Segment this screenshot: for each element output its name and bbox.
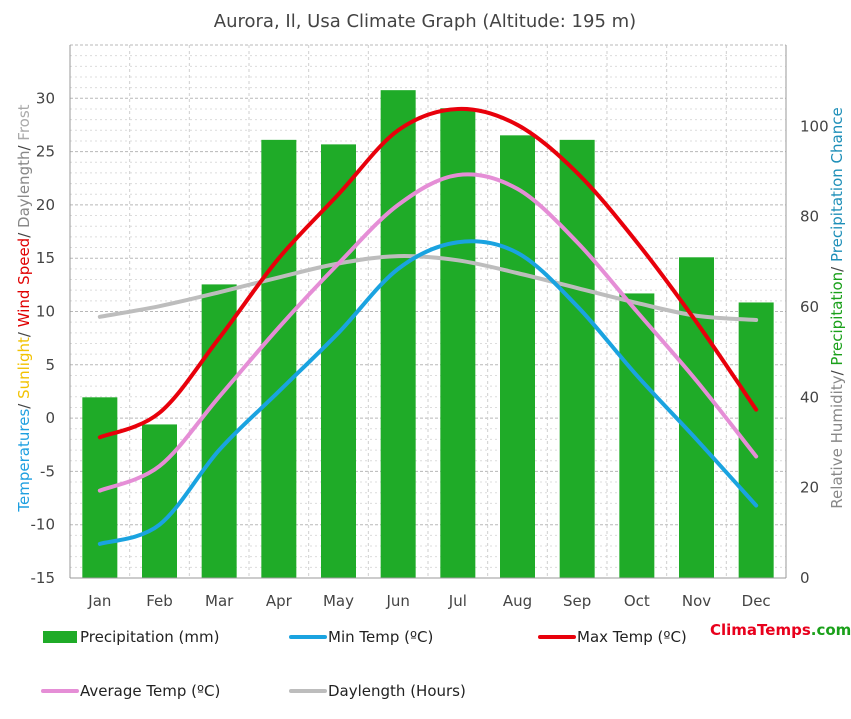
left-tick-label: 20 — [36, 196, 55, 214]
precipitation-bar-oct — [619, 293, 655, 578]
right-tick-label: 60 — [800, 298, 819, 316]
x-tick-label-nov: Nov — [682, 592, 711, 610]
right-tick-label: 0 — [800, 569, 810, 587]
axis-label-part: Temperatures — [15, 409, 33, 513]
legend-label-average: Average Temp (ºC) — [80, 682, 220, 700]
axis-label-part: Precipitation — [828, 272, 846, 366]
temperature-lines — [97, 106, 759, 546]
x-tick-label-aug: Aug — [503, 592, 532, 610]
precipitation-bar-jun — [380, 90, 416, 578]
legend-swatch-precipitation — [43, 631, 77, 643]
chart-title: Aurora, Il, Usa Climate Graph (Altitude:… — [214, 11, 636, 32]
precipitation-bar-feb — [142, 424, 177, 578]
precipitation-bar-sep — [559, 139, 595, 578]
axis-label-part: Frost — [15, 104, 33, 140]
daylength-line — [97, 253, 759, 323]
left-tick-label: -5 — [40, 462, 55, 480]
axis-label-part: / — [15, 228, 33, 238]
x-tick-label-mar: Mar — [205, 592, 234, 610]
left-axis-label: Temperatures/ Sunlight/ Wind Speed/ Dayl… — [15, 104, 33, 512]
x-tick-label-jun: Jun — [385, 592, 409, 610]
left-tick-label: 30 — [36, 89, 55, 107]
left-tick-label: 15 — [36, 249, 55, 267]
brand-logo[interactable]: ClimaTemps.com — [710, 621, 851, 639]
precipitation-bars — [82, 90, 774, 579]
x-tick-label-apr: Apr — [266, 592, 293, 610]
axis-label-part: Sunlight — [15, 337, 33, 399]
right-tick-label: 20 — [800, 479, 819, 497]
axis-label-part: / — [828, 366, 846, 376]
axis-label-part: / — [828, 262, 846, 272]
average-line — [97, 172, 759, 493]
x-tick-label-oct: Oct — [624, 592, 650, 610]
x-tick-label-jan: Jan — [87, 592, 111, 610]
left-tick-label: -10 — [31, 516, 56, 534]
precipitation-bar-aug — [500, 135, 535, 578]
x-tick-label-may: May — [323, 592, 354, 610]
axis-label-part: / — [15, 141, 33, 151]
legend-label-daylength: Daylength (Hours) — [328, 682, 466, 700]
brand-part-2: Temps — [757, 621, 811, 639]
legend-label-precipitation: Precipitation (mm) — [80, 628, 219, 646]
right-tick-label: 40 — [800, 388, 819, 406]
left-tick-label: 10 — [36, 303, 55, 321]
precipitation-bar-mar — [201, 284, 237, 578]
x-tick-label-jul: Jul — [448, 592, 467, 610]
min-line — [97, 239, 759, 546]
x-tick-label-dec: Dec — [742, 592, 771, 610]
x-tick-label-sep: Sep — [563, 592, 591, 610]
precipitation-bar-nov — [679, 257, 714, 578]
precipitation-bar-jul — [440, 108, 476, 578]
left-tick-label: 5 — [45, 356, 55, 374]
left-tick-label: 25 — [36, 143, 55, 161]
axis-label-part: / — [15, 327, 33, 337]
precipitation-bar-may — [321, 144, 356, 579]
axis-label-part: Precipitation Chance — [828, 107, 846, 262]
brand-part-1: Clima — [710, 621, 757, 639]
x-tick-label-feb: Feb — [146, 592, 173, 610]
right-tick-label: 80 — [800, 208, 819, 226]
brand-part-3: .com — [811, 621, 851, 639]
axis-label-part: Daylength — [15, 151, 33, 228]
max-line — [97, 106, 759, 440]
legend-label-max: Max Temp (ºC) — [577, 628, 687, 646]
axis-label-part: / — [15, 399, 33, 409]
left-tick-label: -15 — [31, 569, 56, 587]
legend: Precipitation (mm) Min Temp (ºC) Max Temp … — [41, 628, 687, 700]
axis-label-part: Wind Speed — [15, 238, 33, 328]
precipitation-bar-apr — [261, 139, 297, 578]
right-tick-label: 100 — [800, 117, 829, 135]
left-tick-label: 0 — [45, 409, 55, 427]
axes: -15 -10 -5 0 5 10 15 20 25 30 0 20 40 60 80 100 Jan Feb Ma… — [31, 45, 829, 610]
axis-label-part: Relative Humidity — [828, 375, 846, 508]
legend-label-min: Min Temp (ºC) — [328, 628, 433, 646]
right-axis-label: Relative Humidity/ Precipitation/ Precip… — [828, 107, 846, 508]
